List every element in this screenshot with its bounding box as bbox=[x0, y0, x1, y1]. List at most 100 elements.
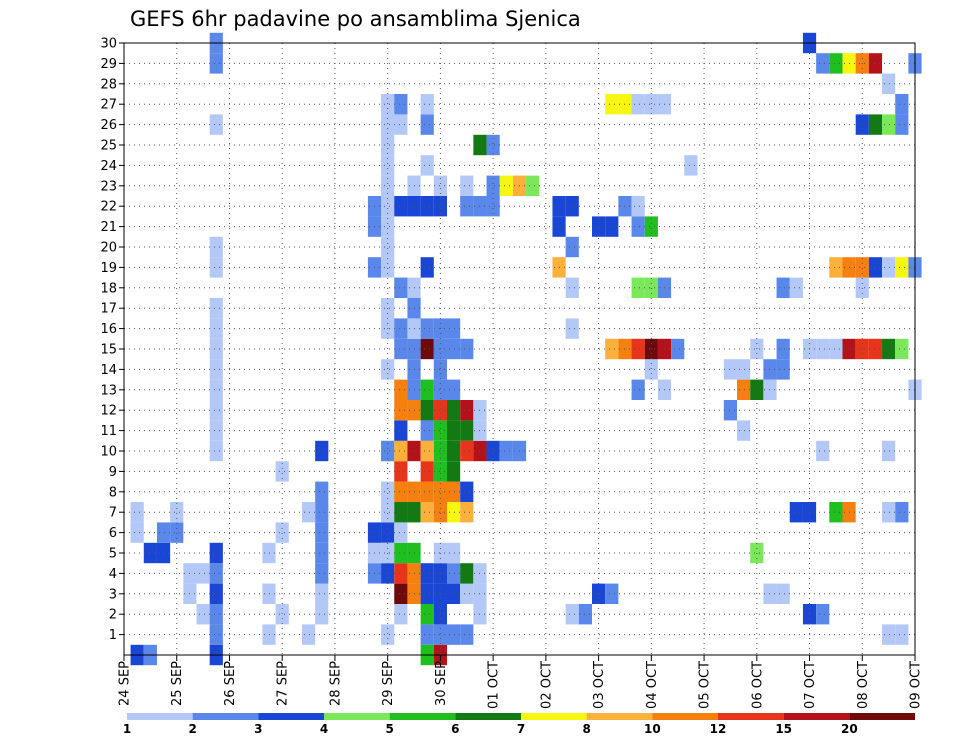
y-tick-label: 29 bbox=[100, 57, 117, 72]
x-tick-label: 09 OCT bbox=[909, 661, 924, 709]
heatmap-cell bbox=[723, 400, 738, 421]
heatmap-cell bbox=[644, 359, 658, 380]
heatmap-cell bbox=[301, 502, 316, 523]
heatmap-cell bbox=[170, 522, 184, 543]
heatmap-cell bbox=[381, 481, 395, 502]
heatmap-cell bbox=[868, 257, 883, 278]
heatmap-cell bbox=[420, 624, 434, 645]
x-tick-label: 06 OCT bbox=[750, 661, 765, 709]
heatmap-cell bbox=[829, 502, 843, 523]
heatmap-cell bbox=[315, 542, 329, 564]
heatmap-cell bbox=[420, 338, 434, 360]
heatmap-cell bbox=[486, 440, 500, 462]
heatmap-cell bbox=[446, 318, 461, 339]
heatmap-cell bbox=[895, 624, 909, 645]
y-tick-label: 7 bbox=[109, 506, 117, 521]
heatmap-cell bbox=[315, 604, 329, 625]
heatmap-cell bbox=[209, 379, 223, 400]
heatmap-cell bbox=[446, 502, 461, 523]
heatmap-cell bbox=[143, 542, 157, 564]
y-axis: 1234567891011121314151617181920212223242… bbox=[100, 37, 124, 643]
heatmap-cell bbox=[394, 114, 408, 135]
heatmap-cell bbox=[499, 440, 513, 462]
heatmap-cell bbox=[381, 155, 395, 176]
heatmap-cell bbox=[565, 236, 579, 258]
x-tick-label: 30 SEP bbox=[434, 661, 449, 706]
heatmap-cell bbox=[565, 277, 579, 298]
heatmap-cell bbox=[460, 420, 474, 441]
heatmap-cell bbox=[882, 257, 896, 278]
y-tick-label: 27 bbox=[100, 98, 117, 113]
heatmap-cell bbox=[156, 542, 171, 564]
heatmap-cell bbox=[420, 481, 434, 502]
heatmap-cell bbox=[433, 196, 447, 217]
colorbar-label: 15 bbox=[775, 722, 792, 736]
heatmap-cell bbox=[394, 338, 408, 360]
heatmap-cell bbox=[394, 318, 408, 339]
y-tick-label: 23 bbox=[100, 179, 117, 194]
y-tick-label: 20 bbox=[100, 241, 117, 256]
heatmap-cell bbox=[420, 155, 434, 176]
y-tick-label: 9 bbox=[109, 465, 117, 480]
heatmap-cell bbox=[394, 583, 408, 604]
heatmap-cell bbox=[394, 196, 408, 217]
heatmap-cell bbox=[420, 400, 434, 421]
heatmap-cell bbox=[420, 583, 434, 604]
heatmap-cell bbox=[446, 440, 461, 462]
heatmap-cell bbox=[750, 379, 764, 400]
y-tick-label: 12 bbox=[100, 404, 117, 419]
heatmap-cell bbox=[855, 114, 869, 135]
heatmap-cell bbox=[394, 542, 408, 564]
heatmap-cell bbox=[631, 338, 645, 360]
heatmap-cell bbox=[433, 604, 447, 625]
heatmap-cell bbox=[895, 338, 909, 360]
heatmap-cell bbox=[301, 624, 316, 645]
heatmap-cell bbox=[394, 461, 408, 482]
heatmap-cell bbox=[776, 583, 790, 604]
heatmap-cell bbox=[209, 53, 223, 74]
heatmap-cell bbox=[130, 502, 144, 523]
heatmap-cell bbox=[446, 338, 461, 360]
heatmap-cell bbox=[737, 379, 751, 400]
heatmap-cell bbox=[209, 563, 223, 584]
y-tick-label: 6 bbox=[109, 526, 117, 541]
y-tick-label: 5 bbox=[109, 547, 117, 562]
heatmap-cell bbox=[816, 604, 830, 625]
heatmap-cell bbox=[684, 155, 698, 176]
heatmap-cell bbox=[816, 440, 830, 462]
heatmap-cell bbox=[196, 563, 210, 584]
y-tick-label: 24 bbox=[100, 159, 117, 174]
heatmap-cell bbox=[209, 583, 223, 604]
heatmap-cell bbox=[381, 94, 395, 115]
heatmap-cell bbox=[394, 481, 408, 502]
x-tick-label: 02 OCT bbox=[539, 661, 554, 709]
y-tick-label: 18 bbox=[100, 281, 117, 296]
heatmap-cell bbox=[592, 216, 606, 237]
x-tick-label: 04 OCT bbox=[645, 661, 660, 709]
heatmap-cell bbox=[394, 94, 408, 115]
heatmap-cell bbox=[446, 400, 461, 421]
heatmap-cell bbox=[420, 257, 434, 278]
heatmap-cell bbox=[460, 196, 474, 217]
colorbar-label: 8 bbox=[582, 722, 590, 736]
y-tick-label: 22 bbox=[100, 200, 117, 215]
heatmap-cell bbox=[723, 359, 738, 380]
heatmap-cell bbox=[209, 542, 223, 564]
heatmap-cell bbox=[816, 338, 830, 360]
colorbar-label: 7 bbox=[517, 722, 525, 736]
heatmap-cell bbox=[420, 502, 434, 523]
heatmap-cell bbox=[868, 338, 883, 360]
colorbar-label: 4 bbox=[320, 722, 328, 736]
heatmap-cell bbox=[460, 563, 474, 584]
heatmap-cell bbox=[394, 563, 408, 584]
chart-title: GEFS 6hr padavine po ansamblima Sjenica bbox=[130, 7, 581, 31]
y-tick-label: 17 bbox=[100, 302, 117, 317]
heatmap-cell bbox=[829, 257, 843, 278]
heatmap-cell bbox=[631, 94, 645, 115]
y-tick-label: 1 bbox=[109, 628, 117, 643]
heatmap-cell bbox=[789, 502, 803, 523]
colorbar-segment bbox=[783, 713, 850, 720]
heatmap-cell bbox=[433, 420, 447, 441]
heatmap-cell bbox=[433, 379, 447, 400]
y-tick-label: 25 bbox=[100, 139, 117, 154]
